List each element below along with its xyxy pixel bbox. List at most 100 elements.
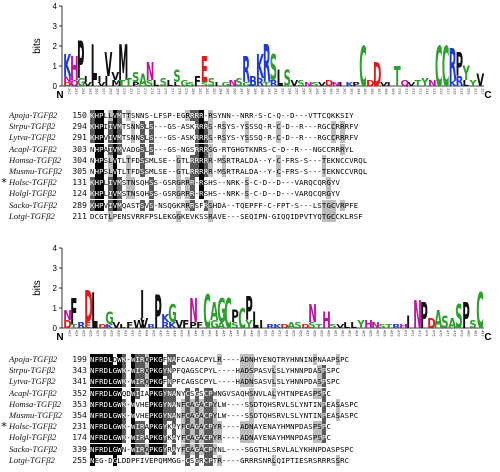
residue: S [230,122,236,132]
residue: K [249,144,254,154]
logo-letter: F [182,318,189,331]
residue: S [240,211,245,221]
logo-letter: N [63,308,72,324]
residue: R [199,132,204,144]
residue: S [212,189,218,199]
residue: - [167,167,172,176]
residue: R [194,121,200,133]
residue: F [94,432,100,444]
logo-letter: L [91,36,97,93]
residue: - [285,144,291,154]
residue: - [303,144,309,154]
logo-letter: F [126,321,133,331]
residue: D [294,211,300,221]
residue: C [203,398,209,410]
residue: I [135,443,141,455]
start-position: 150 [72,110,87,120]
residue: - [226,422,231,432]
residue: L [108,432,113,444]
residue: N [90,144,95,154]
logo-letter: D [325,79,334,89]
residue: N [249,421,254,433]
residue: D [103,421,109,433]
sequence-residues: NFRDLGWN-WIRQPKGYRAYFCAGACPYNL----SGGTHL… [90,443,354,455]
residue: Y [267,167,272,176]
residue: G [176,154,181,166]
residue: A [221,200,227,210]
residue: A [171,387,177,399]
residue: C [199,366,204,376]
residue: L [103,111,109,120]
residue: T [285,388,291,398]
residue: R [199,121,204,133]
sequence-residues: NFRDLGWK-WIRAPKGYKAYFCAGACPYR----ADNAYEN… [90,432,331,444]
residue: N [335,155,341,165]
residue: G [194,398,200,410]
residue: S [303,167,309,176]
residue: N [135,122,140,132]
residue: D [103,376,109,388]
residue: R [140,354,145,365]
residue: R [217,454,222,466]
residue: R [208,166,213,177]
residue: T [321,199,327,211]
residue: - [308,167,313,176]
position-label: 267 [102,88,106,95]
residue: - [230,355,236,364]
residue: C [253,178,259,188]
residue: - [126,377,131,387]
residue: G [99,211,104,221]
logo-letter: N [189,291,198,330]
residue: R [203,154,209,166]
residue: Q [144,443,150,455]
residue: N [317,399,322,409]
residue: P [331,366,336,376]
residue: N [294,377,300,387]
residue: N [167,376,172,388]
logo-letter: R [242,51,250,92]
sequence-name: Sacko-TGFβ2 [9,199,58,210]
residue: L [285,411,291,420]
residue: P [335,444,341,454]
position-label: 292 [274,88,278,95]
residue: S [149,143,154,155]
residue: - [230,399,236,409]
residue: C [203,432,209,444]
residue: F [94,443,100,455]
residue: S [317,421,322,433]
residue: G [194,410,200,421]
residue: L [271,387,277,399]
logo-letter: C [224,291,232,339]
position-label: 271 [129,88,133,95]
residue: D [244,376,250,388]
residue: M [167,455,172,465]
residue: A [331,411,336,420]
residue: - [230,366,236,376]
sequence-residues: NHPSLVTLTFDSSMLSE--GTLRRRRR-MSRTRALDA--Y… [90,154,367,166]
residue: F [94,376,100,388]
alignment-row: Apoja-TGFβ2 199 NFRDLDWK-WIRQPKGFNAFCAGACP… [0,354,500,365]
residue: K [121,432,127,444]
residue: C [344,355,350,364]
residue: N [253,388,259,398]
residue: K [331,155,336,165]
residue: S [190,455,195,465]
residue: - [308,144,313,154]
residue: Q [144,354,150,365]
residue: N [90,410,95,421]
residue: A [326,355,331,364]
logo-letter: T [125,77,133,89]
sequence-name: Holsc-TGFβ2 [9,421,57,432]
position-label: 277 [170,88,174,95]
residue: - [303,200,309,210]
residue: K [153,410,159,421]
residue: G [112,365,118,377]
residue: - [271,200,277,210]
residue: V [144,455,150,465]
residue: L [280,366,286,376]
position-label: 270 [122,88,126,95]
residue: S [135,178,140,188]
residue: R [340,199,345,211]
residue: - [221,377,227,387]
